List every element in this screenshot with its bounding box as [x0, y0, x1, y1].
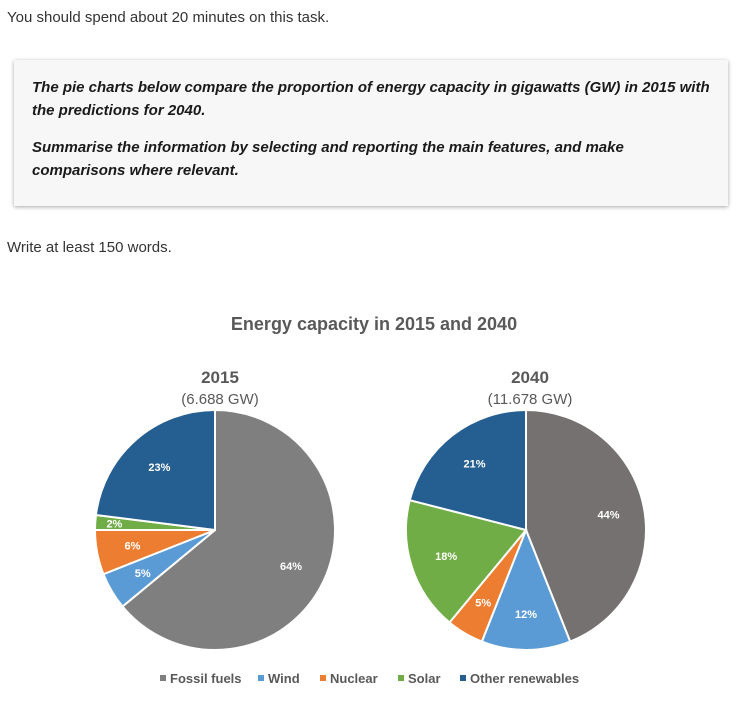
legend-item-nuclear: Nuclear [320, 671, 378, 686]
data-label-2040-nuclear: 5% [475, 597, 491, 609]
data-label-2040-solar: 18% [435, 551, 457, 563]
legend-item-other-renewables: Other renewables [460, 671, 579, 686]
chart-legend: Fossil fuels Wind Nuclear Solar Other renewa… [160, 671, 579, 686]
legend-label: Wind [268, 671, 300, 686]
data-label-2040-fossil-fuels: 44% [597, 509, 619, 521]
legend-swatch [258, 675, 264, 681]
pie-slice-2040-solar [405, 498, 528, 624]
legend-item-wind: Wind [258, 671, 300, 686]
data-label-2040-wind: 12% [515, 609, 537, 621]
data-label-2040-other-renewables: 21% [463, 459, 485, 471]
pie-slice-2040-other-renewables [408, 408, 527, 532]
legend-swatch [320, 675, 326, 681]
pie-group: 64% 5% 6%2% 23% 44% 12% 5% 18% 21% [93, 408, 647, 651]
legend-swatch [398, 675, 404, 681]
data-label-2015-solar: 2% [106, 519, 122, 531]
task-prompt-box: The pie charts below compare the proport… [14, 60, 728, 206]
pie-title-2040: 2040 [511, 368, 549, 387]
pie-slice-2040-fossil-fuels [525, 408, 647, 643]
legend-label: Other renewables [470, 671, 579, 686]
legend-item-fossil-fuels: Fossil fuels [160, 671, 242, 686]
legend-label: Nuclear [330, 671, 378, 686]
legend-label: Fossil fuels [170, 671, 242, 686]
pie-slice-2040-wind [480, 527, 572, 651]
pie-subtitle-2015: (6.688 GW) [181, 391, 259, 408]
legend-label: Solar [408, 671, 441, 686]
task-instruction: You should spend about 20 minutes on thi… [7, 9, 330, 26]
pie-subtitle-2040: (11.678 GW) [488, 391, 573, 408]
data-label-2015-wind: 5% [135, 568, 151, 580]
word-count-instruction: Write at least 150 words. [7, 239, 172, 256]
pie-title-2015: 2015 [201, 368, 239, 387]
legend-item-solar: Solar [398, 671, 441, 686]
pie-slice-2015-fossil-fuels [121, 408, 336, 651]
data-label-2015-other-renewables: 23% [148, 462, 170, 474]
data-label-2015-fossil-fuels: 64% [280, 561, 302, 573]
pie-slice-2015-other-renewables [94, 408, 216, 532]
legend-swatch [160, 675, 166, 681]
legend-swatch [460, 675, 466, 681]
data-label-2015-nuclear: 6% [125, 541, 141, 553]
chart-title: Energy capacity in 2015 and 2040 [231, 314, 517, 334]
task-paragraph-2: Summarise the information by selecting a… [32, 139, 624, 179]
task-paragraph-1: The pie charts below compare the proport… [32, 79, 710, 119]
